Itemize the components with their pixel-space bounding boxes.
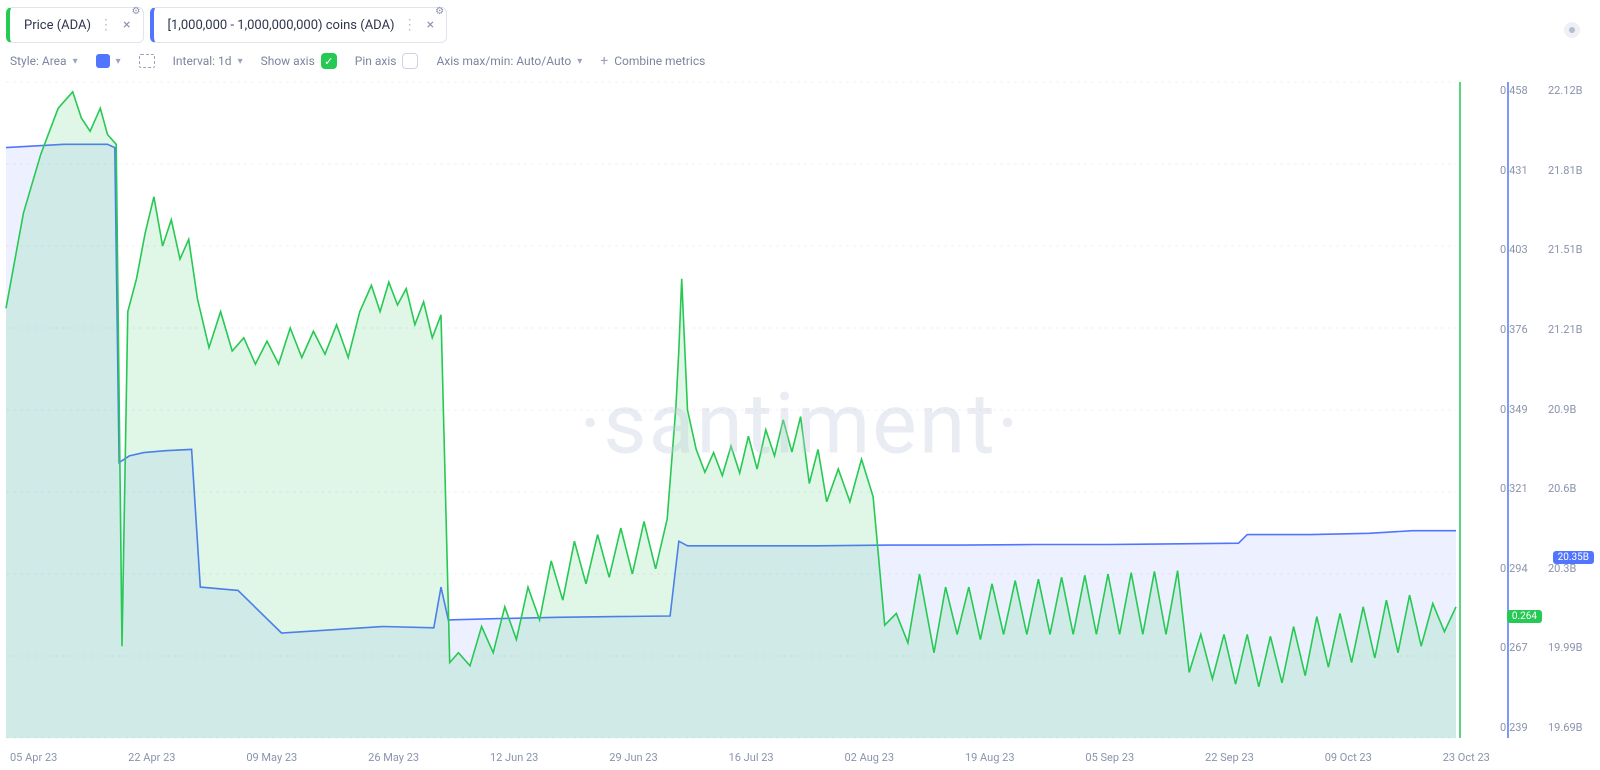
status-indicator[interactable] [1564, 22, 1580, 38]
color-swatch [96, 54, 110, 68]
show-axis-toggle[interactable]: Show axis ✓ [261, 53, 337, 69]
x-tick: 09 May 23 [246, 751, 297, 764]
x-tick: 26 May 23 [368, 751, 419, 764]
y1-tick: 0.431 [1500, 164, 1540, 177]
y2-tick: 19.69B [1548, 721, 1592, 734]
chart-toolbar: Style: Area ▾ ▾ Interval: 1d ▾ Show axis… [0, 44, 1600, 78]
y-axis-right-labels: 22.12B 21.81B 21.51B 21.21B 20.9B 20.6B 20.3B 1… [1548, 78, 1592, 740]
x-tick: 16 Jul 23 [729, 751, 774, 764]
drag-handle-icon[interactable]: ⋮ [99, 17, 111, 33]
y-axis-left-labels: 0.458 0.431 0.403 0.376 0.349 0.321 0.294 0.267… [1500, 78, 1540, 740]
pin-axis-label: Pin axis [355, 54, 397, 68]
axis-minmax-selector[interactable]: Axis max/min: Auto/Auto ▾ [436, 54, 582, 68]
y2-tick: 20.6B [1548, 482, 1592, 495]
tab-holdings[interactable]: [1,000,000 - 1,000,000,000) coins (ADA) … [150, 7, 448, 43]
gear-icon[interactable]: ⚙ [435, 6, 444, 17]
holdings-current-badge: 20.35B [1553, 551, 1594, 564]
style-selector[interactable]: Style: Area ▾ [10, 54, 78, 68]
combine-metrics-button[interactable]: + Combine metrics [600, 53, 705, 69]
drag-handle-icon[interactable]: ⋮ [403, 17, 415, 33]
autoscale-button[interactable] [139, 54, 155, 68]
x-tick: 05 Apr 23 [10, 751, 57, 764]
x-axis-labels: 05 Apr 23 22 Apr 23 09 May 23 26 May 23 12 J… [0, 751, 1500, 764]
autoscale-icon [139, 54, 155, 68]
chart-area[interactable]: ·santiment· 0.4580.4310.4030.3760.3490.3… [0, 78, 1600, 770]
chevron-down-icon: ▾ [116, 56, 121, 67]
chart-svg [0, 78, 1600, 770]
y1-tick: 0.349 [1500, 403, 1540, 416]
x-tick: 23 Oct 23 [1443, 751, 1490, 764]
show-axis-label: Show axis [261, 54, 315, 68]
x-tick: 22 Apr 23 [128, 751, 175, 764]
close-icon[interactable]: × [423, 17, 438, 33]
y2-tick: 20.3B [1548, 562, 1592, 575]
color-selector[interactable]: ▾ [96, 54, 121, 68]
gear-icon[interactable]: ⚙ [132, 6, 141, 17]
y2-tick: 19.99B [1548, 641, 1592, 654]
tab-label: Price (ADA) [24, 18, 91, 33]
interval-label: Interval: 1d [173, 54, 232, 68]
x-tick: 19 Aug 23 [965, 751, 1015, 764]
metric-tabs: Price (ADA) ⋮ × ⚙ [1,000,000 - 1,000,000… [0, 0, 1600, 44]
chevron-down-icon: ▾ [73, 56, 78, 67]
interval-selector[interactable]: Interval: 1d ▾ [173, 54, 243, 68]
x-tick: 22 Sep 23 [1205, 751, 1254, 764]
x-tick: 12 Jun 23 [490, 751, 538, 764]
y2-tick: 21.51B [1548, 243, 1592, 256]
combine-label: Combine metrics [614, 54, 705, 68]
checkbox-off-icon [402, 53, 418, 69]
tab-label: [1,000,000 - 1,000,000,000) coins (ADA) [168, 18, 395, 33]
y1-tick: 0.239 [1500, 721, 1540, 734]
y1-tick: 0.267 [1500, 641, 1540, 654]
y2-tick: 20.9B [1548, 403, 1592, 416]
y1-tick: 0.458 [1500, 84, 1540, 97]
close-icon[interactable]: × [119, 17, 134, 33]
tab-price[interactable]: Price (ADA) ⋮ × ⚙ [6, 7, 144, 43]
plus-icon: + [600, 53, 608, 69]
x-tick: 02 Aug 23 [845, 751, 895, 764]
pin-axis-toggle[interactable]: Pin axis [355, 53, 419, 69]
y1-tick: 0.376 [1500, 323, 1540, 336]
y2-tick: 22.12B [1548, 84, 1592, 97]
y1-tick: 0.321 [1500, 482, 1540, 495]
checkbox-on-icon: ✓ [321, 53, 337, 69]
price-current-badge: 0.264 [1507, 610, 1542, 623]
y2-tick: 21.81B [1548, 164, 1592, 177]
x-tick: 29 Jun 23 [609, 751, 657, 764]
chevron-down-icon: ▾ [238, 56, 243, 67]
axis-minmax-label: Axis max/min: Auto/Auto [436, 54, 571, 68]
x-tick: 09 Oct 23 [1325, 751, 1372, 764]
x-tick: 05 Sep 23 [1085, 751, 1134, 764]
style-label: Style: Area [10, 54, 67, 68]
chevron-down-icon: ▾ [577, 56, 582, 67]
y1-tick: 0.294 [1500, 562, 1540, 575]
y1-tick: 0.403 [1500, 243, 1540, 256]
y2-tick: 21.21B [1548, 323, 1592, 336]
